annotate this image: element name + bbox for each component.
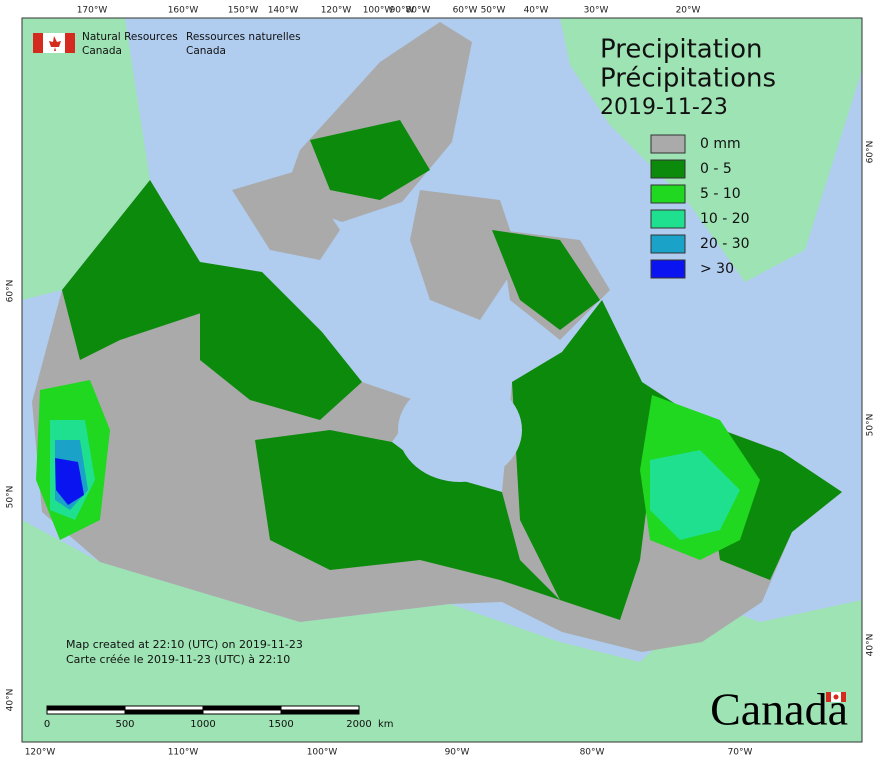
legend-swatch <box>650 209 686 229</box>
graticule-label: 120°W <box>321 6 352 16</box>
graticule-label: 70°W <box>728 748 753 758</box>
scale-unit: km <box>378 719 394 730</box>
map-frame <box>21 17 863 743</box>
graticule-label: 40°W <box>524 6 549 16</box>
graticule-label: 120°W <box>25 748 56 758</box>
graticule-label: 160°W <box>168 6 199 16</box>
scale-label: 1500 <box>268 719 293 730</box>
legend-swatch <box>650 134 686 154</box>
wordmark-flag <box>826 692 846 702</box>
precip-areas <box>36 120 842 620</box>
scale-label: 2000 <box>346 719 371 730</box>
flag-logo <box>33 33 75 53</box>
agency-name: Natural Resources <box>82 31 178 43</box>
graticule-label: 150°W <box>228 6 259 16</box>
graticule-label: 80°W <box>406 6 431 16</box>
graticule-label: 60°N <box>866 141 876 164</box>
legend-swatch <box>650 184 686 204</box>
graticule-label: 100°W <box>363 6 394 16</box>
graticule-label: 40°N <box>866 634 876 657</box>
footnote: Map created at 22:10 (UTC) on 2019-11-23 <box>66 638 303 651</box>
legend-swatch <box>650 234 686 254</box>
agency-name: Ressources naturelles <box>186 31 301 43</box>
agency-name: Canada <box>186 45 226 57</box>
scale-bar <box>46 705 360 715</box>
title: Precipitation <box>600 35 763 65</box>
title: Précipitations <box>600 64 776 94</box>
legend-label: 0 - 5 <box>700 161 732 177</box>
graticule-label: 30°W <box>584 6 609 16</box>
graticule-label: 50°N <box>866 414 876 437</box>
graticule-label: 110°W <box>168 748 199 758</box>
agency-name: Canada <box>82 45 122 57</box>
date: 2019-11-23 <box>600 95 728 120</box>
graticule-label: 140°W <box>268 6 299 16</box>
graticule-label: 170°W <box>77 6 108 16</box>
legend-label: > 30 <box>700 261 734 277</box>
legend-label: 5 - 10 <box>700 186 741 202</box>
footnote: Carte créée le 2019-11-23 (UTC) à 22:10 <box>66 653 290 666</box>
graticule-label: 90°W <box>390 6 415 16</box>
foreign-land <box>22 18 862 742</box>
legend-swatch <box>650 159 686 179</box>
graticule-label: 80°W <box>580 748 605 758</box>
graticule-label: 60°N <box>6 280 16 303</box>
scale-label: 1000 <box>190 719 215 730</box>
graticule-label: 50°N <box>6 486 16 509</box>
scale-label: 0 <box>44 719 50 730</box>
legend-label: 0 mm <box>700 136 741 152</box>
graticule-label: 20°W <box>676 6 701 16</box>
legend-label: 20 - 30 <box>700 236 750 252</box>
graticule-label: 100°W <box>307 748 338 758</box>
scale-label: 500 <box>115 719 134 730</box>
wordmark: Canada <box>710 684 848 735</box>
legend-label: 10 - 20 <box>700 211 750 227</box>
graticule-label: 50°W <box>481 6 506 16</box>
graticule-label: 60°W <box>453 6 478 16</box>
graticule-label: 40°N <box>6 689 16 712</box>
graticule-label: 90°W <box>445 748 470 758</box>
legend-swatch <box>650 259 686 279</box>
